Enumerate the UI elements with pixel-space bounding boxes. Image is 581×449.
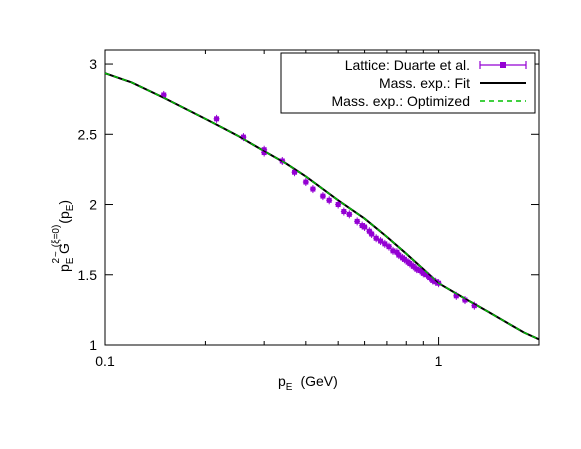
lattice-point <box>340 207 347 216</box>
lattice-point <box>354 217 361 226</box>
lattice-point <box>385 242 392 251</box>
legend-label-lattice: Lattice: Duarte et al. <box>345 57 470 73</box>
x-tick-label: 0.1 <box>95 353 115 369</box>
lattice-point <box>326 196 333 205</box>
y-tick-label: 2.5 <box>78 126 98 142</box>
lattice-point <box>401 255 408 264</box>
lattice-point <box>309 185 316 194</box>
lattice-point <box>240 133 247 142</box>
y-tick-label: 2 <box>89 197 97 213</box>
x-tick-label: 1 <box>435 353 443 369</box>
svg-text:pE2G~(ξ=0)(pE): pE2G~(ξ=0)(pE) <box>51 200 76 272</box>
lattice-point <box>417 266 424 275</box>
y-tick-label: 1 <box>89 337 97 353</box>
plot-frame <box>104 49 540 346</box>
legend: Lattice: Duarte et al. Mass. exp.: Fit M… <box>280 52 536 114</box>
lattice-point <box>395 251 402 260</box>
lattice-point <box>377 237 384 246</box>
axes: 0.1 111.522.53 <box>78 50 540 369</box>
lattice-point <box>373 234 380 243</box>
lattice-point <box>213 114 220 123</box>
lattice-point <box>361 223 368 231</box>
lattice-point <box>368 230 375 239</box>
lattice-point <box>319 192 326 201</box>
y-tick-label: 3 <box>89 56 97 72</box>
legend-swatch-lattice <box>479 61 527 69</box>
legend-label-optimized: Mass. exp.: Optimized <box>332 93 471 109</box>
lattice-point <box>335 200 342 209</box>
x-axis-label: pE (GeV) <box>278 373 338 393</box>
y-tick-label: 1.5 <box>78 267 98 283</box>
series-line-optimized-overlay <box>105 72 539 340</box>
lattice-point <box>410 262 417 271</box>
lattice-point <box>346 210 353 219</box>
series-layer <box>105 72 539 341</box>
legend-label-fit: Mass. exp.: Fit <box>379 75 470 91</box>
lattice-point <box>381 239 388 248</box>
lattice-point <box>406 259 413 268</box>
lattice-point <box>302 178 309 187</box>
y-axis-label: pE2G~(ξ=0)(pE) <box>51 200 76 272</box>
